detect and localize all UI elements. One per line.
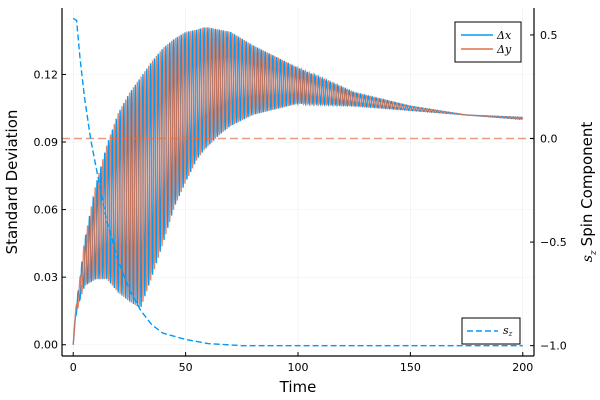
series-dy-line [72,27,524,345]
y-right-axis-label: szSpin Component [578,122,599,263]
x-tick-label: 100 [288,361,309,374]
x-tick-label: 0 [70,361,77,374]
legend-dy-label: Δy [496,43,512,56]
y-right-tick-label: −0.5 [540,236,567,249]
x-tick-label: 150 [400,361,421,374]
legend-dx-label: Δx [496,29,512,42]
y-tick-label: 0.12 [34,68,59,81]
y-right-tick-label: 0.5 [540,29,558,42]
legend-sz-label: sz [503,324,513,338]
series-sz-line [72,17,523,347]
legend-bottom: sz [461,317,521,345]
y-tick-label: 0.03 [34,271,59,284]
x-axis-label: Time [279,378,317,396]
y-right-tick-label: −1.0 [540,340,567,353]
legend-top: Δx Δy [454,21,522,63]
y-right-tick-label: 0.0 [540,133,558,146]
y-tick-label: 0.06 [34,204,59,217]
y-tick-label: 0.00 [34,339,59,352]
x-tick-label: 200 [512,361,533,374]
y-tick-label: 0.09 [34,136,59,149]
y-axis-label: Standard Deviation [3,110,21,255]
series-layer [62,17,534,347]
x-tick-label: 50 [179,361,193,374]
axes: 0 50 100 150 200 0.00 0.03 0.06 0.09 0.12 −1.0 −0.5… [34,8,567,374]
